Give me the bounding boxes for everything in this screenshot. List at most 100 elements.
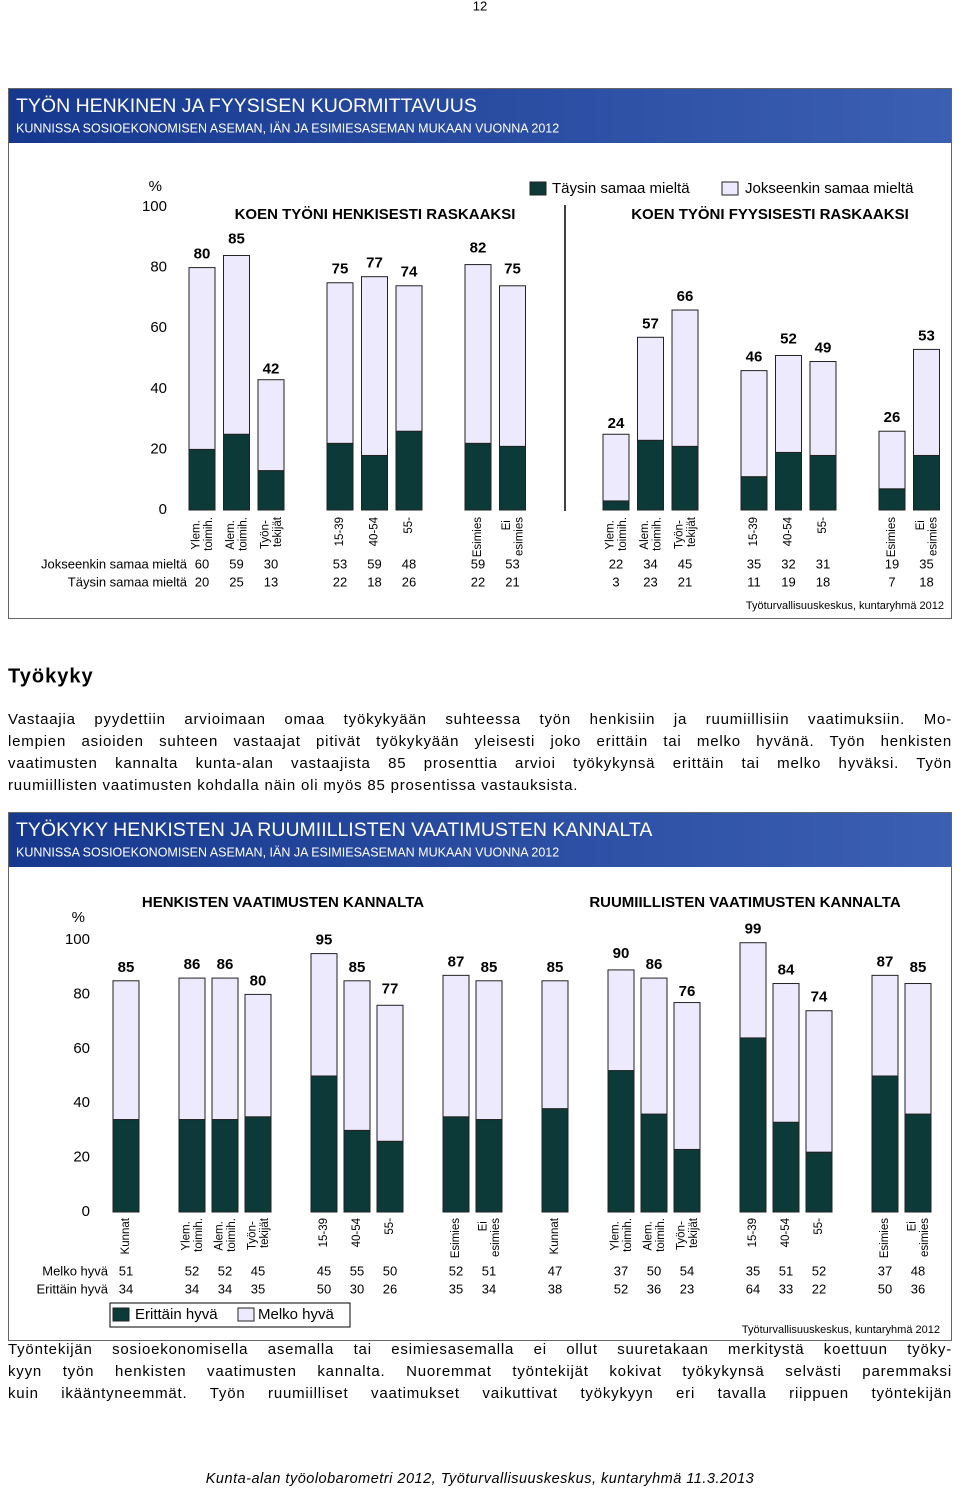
table-value: 22 [333, 574, 347, 589]
legend-label: Melko hyvä [258, 1306, 335, 1323]
table-value: 20 [195, 574, 209, 589]
bar-segment [442, 974, 470, 1118]
x-tick-label: Esimies [879, 1218, 891, 1259]
total-label: 85 [547, 959, 564, 976]
bar-segment [913, 348, 940, 456]
x-tick-label: Työn- tekijät [246, 1217, 271, 1250]
bar-segment [809, 361, 837, 456]
bar-segment [640, 1113, 668, 1213]
x-tick-label: 40-54 [369, 516, 381, 546]
table-row-label: Erittäin hyvä [36, 1281, 108, 1296]
table-value: 3 [612, 574, 619, 589]
table-value: 53 [333, 556, 347, 571]
total-label: 85 [481, 959, 498, 976]
bar-segment [188, 267, 216, 450]
bar-segment [640, 977, 668, 1115]
table-value: 23 [643, 574, 657, 589]
x-tick-label: Ylem. toimih. [604, 517, 629, 551]
bar-segment [343, 1129, 371, 1213]
x-tick-label: Ei esimies [501, 517, 526, 556]
table-value: 60 [195, 556, 209, 571]
x-tick-label: 55- [403, 517, 415, 534]
table-value: 48 [402, 556, 416, 571]
bar-segment [878, 430, 906, 490]
table-value: 35 [746, 1263, 760, 1278]
table-row-label: Melko hyvä [42, 1263, 109, 1278]
bar-segment [913, 454, 940, 511]
total-label: 26 [884, 409, 901, 426]
x-tick-label: 55- [817, 517, 829, 534]
paragraph-line: Vastaajia pyydettiin arvioimaan omaa työ… [8, 711, 952, 728]
bar-segment [671, 445, 699, 511]
legend-label: Erittäin hyvä [135, 1306, 218, 1323]
table-value: 50 [878, 1281, 892, 1296]
table-value: 47 [548, 1263, 562, 1278]
y-tick-label: 60 [150, 319, 167, 336]
total-label: 80 [250, 972, 267, 989]
y-tick-label: 80 [150, 259, 167, 276]
chart-subtitle: KUNNISSA SOSIOEKONOMISEN ASEMAN, IÄN JA … [16, 845, 559, 859]
x-tick-label: 15-39 [747, 1218, 759, 1247]
bar-segment [257, 379, 285, 472]
table-value: 26 [402, 574, 416, 589]
bar-segment [740, 370, 768, 478]
x-tick-label: Esimies [450, 1218, 462, 1259]
x-tick-label: 15-39 [748, 517, 760, 546]
legend-swatch [237, 1307, 255, 1322]
x-tick-label: Alem. toimih. [225, 517, 250, 551]
table-value: 18 [919, 574, 933, 589]
bar-segment [904, 983, 932, 1115]
bar-segment [326, 282, 354, 444]
total-label: 49 [815, 339, 832, 356]
table-value: 22 [812, 1281, 826, 1296]
total-label: 85 [228, 230, 245, 247]
page-footer: Kunta-alan työolobarometri 2012, Työturv… [206, 1471, 754, 1487]
group-title: KOEN TYÖNI FYYSISESTI RASKAAKSI [631, 206, 909, 223]
x-tick-label: Ei esimies [906, 1218, 931, 1257]
y-tick-label: 20 [73, 1149, 90, 1166]
table-value: 19 [885, 556, 899, 571]
chart-title: TYÖN HENKINEN JA FYYSISEN KUORMITTAVUUS [16, 95, 477, 117]
table-value: 22 [471, 574, 485, 589]
x-tick-label: Työn- tekijät [675, 1217, 700, 1250]
total-label: 99 [745, 921, 762, 938]
bar-segment [607, 969, 635, 1072]
total-label: 85 [349, 959, 366, 976]
legend-label: Jokseenkin samaa mieltä [745, 180, 914, 197]
page-number: 12 [473, 0, 487, 13]
table-value: 21 [678, 574, 692, 589]
bar-segment [395, 285, 423, 432]
table-value: 38 [548, 1281, 562, 1296]
y-axis-label: % [149, 178, 162, 195]
bar-segment [673, 1148, 701, 1213]
bar-segment [805, 1151, 833, 1213]
table-value: 45 [678, 556, 692, 571]
chart-source: Työturvallisuuskeskus, kuntaryhmä 2012 [746, 600, 944, 612]
bar-segment [541, 980, 569, 1110]
table-value: 23 [680, 1281, 694, 1296]
bar-segment [602, 500, 630, 511]
bar-segment [211, 1119, 239, 1213]
bar-segment [361, 276, 388, 456]
bar-segment [310, 1075, 338, 1213]
bar-segment [310, 953, 338, 1077]
x-tick-label: Työn- tekijät [259, 516, 284, 549]
total-label: 86 [184, 956, 201, 973]
total-label: 42 [263, 361, 280, 378]
bar-segment [809, 454, 837, 511]
table-value: 36 [911, 1281, 925, 1296]
chart-frame [8, 812, 952, 1341]
total-label: 95 [316, 932, 333, 949]
y-tick-label: 60 [73, 1040, 90, 1057]
x-tick-label: 40-54 [783, 516, 795, 546]
group-title: RUUMIILLISTEN VAATIMUSTEN KANNALTA [589, 894, 901, 911]
total-label: 82 [470, 240, 487, 257]
total-label: 74 [401, 264, 418, 281]
total-label: 90 [613, 945, 630, 962]
chart-frame [8, 88, 952, 619]
bar-segment [637, 439, 664, 511]
table-value: 50 [317, 1281, 331, 1296]
table-value: 26 [383, 1281, 397, 1296]
bar-segment [602, 433, 630, 502]
